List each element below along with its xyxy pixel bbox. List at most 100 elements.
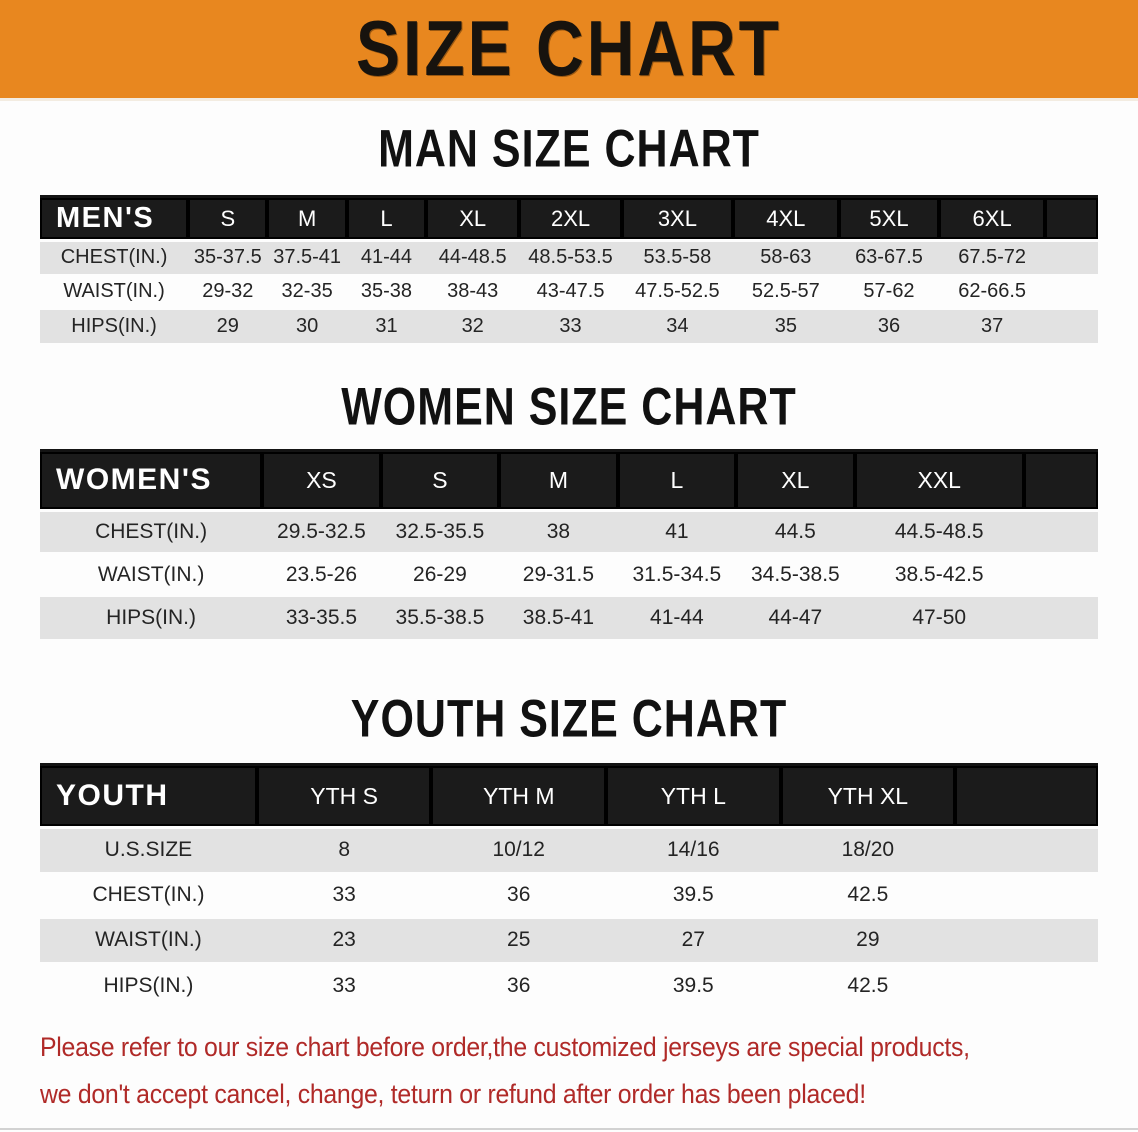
table-group-label: YOUTH bbox=[40, 764, 257, 829]
footer-notice: Please refer to our size chart before or… bbox=[40, 1024, 1138, 1118]
spacer-cell bbox=[1045, 239, 1098, 275]
spacer-cell bbox=[1045, 196, 1098, 242]
size-column-header: L bbox=[346, 196, 427, 242]
table-row: CHEST(IN.) 33 36 39.5 42.5 bbox=[40, 871, 1098, 918]
measurement-label: CHEST(IN.) bbox=[40, 509, 263, 553]
size-value-cell: 44-47 bbox=[736, 595, 855, 639]
size-value-cell: 47-50 bbox=[854, 595, 1024, 639]
size-value-cell: 32-35 bbox=[267, 273, 347, 309]
size-value-cell: 26-29 bbox=[380, 552, 500, 596]
size-value-cell: 29-31.5 bbox=[499, 552, 618, 596]
size-value-cell: 31 bbox=[346, 307, 427, 343]
measurement-label: U.S.SIZE bbox=[40, 826, 257, 873]
size-value-cell: 38.5-41 bbox=[499, 595, 618, 639]
size-value-cell: 41 bbox=[617, 509, 737, 553]
table-header-row: YOUTH YTH S YTH M YTH L YTH XL bbox=[40, 764, 1098, 829]
size-value-cell: 23.5-26 bbox=[262, 552, 381, 596]
spacer-cell bbox=[955, 826, 1098, 873]
size-column-header: 2XL bbox=[519, 196, 622, 242]
men-size-table: MEN'S S M L XL 2XL 3XL 4XL 5XL 6XL CHEST(IN.) 35-37… bbox=[40, 195, 1098, 343]
size-value-cell: 35.5-38.5 bbox=[380, 595, 500, 639]
table-row: HIPS(IN.) 33-35.5 35.5-38.5 38.5-41 41-44 44-… bbox=[40, 595, 1098, 639]
size-value-cell: 35-37.5 bbox=[188, 239, 268, 275]
size-value-cell: 44-48.5 bbox=[426, 239, 520, 275]
spacer-cell bbox=[1023, 595, 1098, 639]
size-value-cell: 43-47.5 bbox=[519, 273, 622, 309]
size-value-cell: 14/16 bbox=[606, 826, 781, 873]
table-header-row: MEN'S S M L XL 2XL 3XL 4XL 5XL 6XL bbox=[40, 196, 1098, 242]
spacer-cell bbox=[955, 916, 1098, 963]
size-value-cell: 31.5-34.5 bbox=[617, 552, 737, 596]
size-value-cell: 39.5 bbox=[606, 871, 781, 918]
size-value-cell: 63-67.5 bbox=[838, 239, 940, 275]
size-value-cell: 23 bbox=[256, 916, 432, 963]
size-value-cell: 38 bbox=[499, 509, 618, 553]
table-row: WAIST(IN.) 29-32 32-35 35-38 38-43 43-47.5 47.… bbox=[40, 273, 1098, 309]
size-column-header: XS bbox=[262, 450, 381, 512]
notice-line-1: Please refer to our size chart before or… bbox=[40, 1031, 970, 1062]
table-row: CHEST(IN.) 35-37.5 37.5-41 41-44 44-48.5 48.5… bbox=[40, 239, 1098, 275]
spacer-cell bbox=[955, 961, 1098, 1008]
size-value-cell: 32.5-35.5 bbox=[380, 509, 500, 553]
size-value-cell: 10/12 bbox=[431, 826, 606, 873]
size-value-cell: 42.5 bbox=[780, 961, 956, 1008]
measurement-label: WAIST(IN.) bbox=[40, 273, 189, 309]
size-value-cell: 35 bbox=[732, 307, 839, 343]
size-column-header: YTH L bbox=[606, 764, 781, 829]
size-value-cell: 33-35.5 bbox=[262, 595, 381, 639]
table-row: WAIST(IN.) 23.5-26 26-29 29-31.5 31.5-34.5 34… bbox=[40, 552, 1098, 596]
measurement-label: HIPS(IN.) bbox=[40, 307, 189, 343]
size-value-cell: 35-38 bbox=[346, 273, 427, 309]
table-row: CHEST(IN.) 29.5-32.5 32.5-35.5 38 41 44.5 44.5… bbox=[40, 509, 1098, 553]
table-group-label: MEN'S bbox=[40, 196, 189, 242]
size-column-header: YTH XL bbox=[780, 764, 956, 829]
size-value-cell: 29 bbox=[780, 916, 956, 963]
table-row: U.S.SIZE 8 10/12 14/16 18/20 bbox=[40, 826, 1098, 873]
size-value-cell: 38.5-42.5 bbox=[854, 552, 1024, 596]
women-section-title: WOMEN SIZE CHART bbox=[341, 377, 797, 437]
size-value-cell: 62-66.5 bbox=[939, 273, 1046, 309]
section-men: MAN SIZE CHART MEN'S S M L XL 2XL 3XL 4XL 5XL 6XL… bbox=[0, 120, 1138, 343]
measurement-label: HIPS(IN.) bbox=[40, 595, 263, 639]
size-column-header: L bbox=[617, 450, 737, 512]
size-value-cell: 29.5-32.5 bbox=[262, 509, 381, 553]
size-value-cell: 47.5-52.5 bbox=[621, 273, 733, 309]
size-value-cell: 30 bbox=[267, 307, 347, 343]
bottom-divider bbox=[0, 1128, 1138, 1130]
spacer-cell bbox=[1045, 273, 1098, 309]
spacer-cell bbox=[1023, 509, 1098, 553]
table-row: WAIST(IN.) 23 25 27 29 bbox=[40, 916, 1098, 963]
size-value-cell: 29-32 bbox=[188, 273, 268, 309]
size-value-cell: 8 bbox=[256, 826, 432, 873]
spacer-cell bbox=[1023, 552, 1098, 596]
spacer-cell bbox=[955, 764, 1098, 829]
size-value-cell: 36 bbox=[431, 871, 606, 918]
size-value-cell: 33 bbox=[519, 307, 622, 343]
size-value-cell: 32 bbox=[426, 307, 520, 343]
measurement-label: CHEST(IN.) bbox=[40, 871, 257, 918]
size-column-header: M bbox=[499, 450, 618, 512]
size-column-header: YTH S bbox=[256, 764, 432, 829]
size-column-header: 3XL bbox=[621, 196, 733, 242]
spacer-cell bbox=[955, 871, 1098, 918]
size-value-cell: 37 bbox=[939, 307, 1046, 343]
table-row: HIPS(IN.) 33 36 39.5 42.5 bbox=[40, 961, 1098, 1008]
spacer-cell bbox=[1023, 450, 1098, 512]
page-title: SIZE CHART bbox=[356, 3, 782, 92]
women-size-table: WOMEN'S XS S M L XL XXL CHEST(IN.) 29.5-32.5 32.5… bbox=[40, 448, 1098, 639]
size-value-cell: 44.5-48.5 bbox=[854, 509, 1024, 553]
table-header-row: WOMEN'S XS S M L XL XXL bbox=[40, 450, 1098, 512]
size-value-cell: 34.5-38.5 bbox=[736, 552, 855, 596]
measurement-label: CHEST(IN.) bbox=[40, 239, 189, 275]
measurement-label: WAIST(IN.) bbox=[40, 552, 263, 596]
size-column-header: 4XL bbox=[732, 196, 839, 242]
table-row: HIPS(IN.) 29 30 31 32 33 34 35 36 37 bbox=[40, 307, 1098, 343]
size-value-cell: 33 bbox=[256, 871, 432, 918]
size-value-cell: 27 bbox=[606, 916, 781, 963]
size-value-cell: 48.5-53.5 bbox=[519, 239, 622, 275]
size-value-cell: 58-63 bbox=[732, 239, 839, 275]
spacer-cell bbox=[1045, 307, 1098, 343]
youth-size-table: YOUTH YTH S YTH M YTH L YTH XL U.S.SIZE 8 10/12… bbox=[40, 763, 1098, 1008]
size-value-cell: 57-62 bbox=[838, 273, 940, 309]
size-column-header: XL bbox=[736, 450, 855, 512]
